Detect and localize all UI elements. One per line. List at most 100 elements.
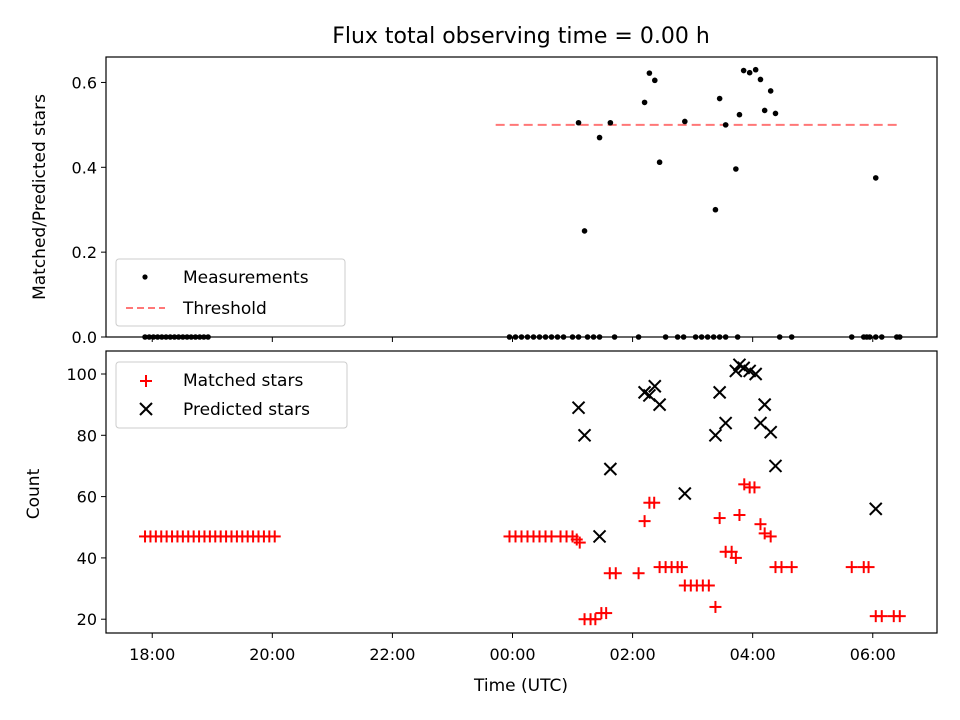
measurement-point xyxy=(651,77,658,84)
legend-matched-label: Matched stars xyxy=(183,371,303,391)
matched-star-marker xyxy=(748,481,761,494)
x-axis-label: Time (UTC) xyxy=(473,676,568,696)
top-panel: 0.0 0.2 0.4 0.6 xyxy=(72,56,938,347)
matched-star-marker xyxy=(600,607,613,620)
matched-star-marker xyxy=(702,579,715,592)
predicted-star-marker xyxy=(768,459,783,473)
predicted-star-marker xyxy=(763,425,778,439)
matched-star-marker xyxy=(845,561,858,574)
matched-star-marker xyxy=(709,600,722,613)
matched-star-marker xyxy=(648,496,661,509)
measurement-point xyxy=(872,175,879,181)
matched-star-marker xyxy=(875,610,888,623)
matched-star-marker xyxy=(268,530,281,543)
matched-star-marker xyxy=(775,561,788,574)
bottom-y-tick-label: 80 xyxy=(77,426,97,445)
legend-predicted-label: Predicted stars xyxy=(183,400,310,420)
measurement-point xyxy=(596,134,603,141)
measurement-point xyxy=(682,118,688,125)
bottom-plot-frame xyxy=(105,350,938,634)
measurement-point xyxy=(736,111,743,118)
predicted-star-marker xyxy=(648,379,662,393)
legend-measurements-label: Measurements xyxy=(183,268,309,288)
measurement-point xyxy=(646,70,653,76)
top-legend: Measurements Threshold xyxy=(115,258,346,327)
predicted-star-marker xyxy=(708,428,723,443)
matched-star-marker xyxy=(733,508,746,521)
top-plot-frame xyxy=(105,56,938,338)
predicted-star-marker xyxy=(603,462,618,476)
matched-star-marker xyxy=(675,561,688,574)
predicted-star-marker xyxy=(652,397,667,412)
top-y-tick-label: 0.4 xyxy=(72,158,97,177)
matched-star-marker xyxy=(638,515,651,528)
top-y-axis-label: Matched/Predicted stars xyxy=(30,94,50,300)
x-tick-label: 06:00 xyxy=(850,645,896,664)
x-tick-label: 04:00 xyxy=(730,645,776,664)
measurement-point xyxy=(752,66,759,73)
bottom-panel: 20 40 60 80 100 18:00 20:00 22:00 00:00 02:00 04:0… xyxy=(66,350,938,664)
bottom-y-tick-label: 60 xyxy=(77,488,97,507)
measurement-point xyxy=(772,110,779,117)
predicted-star-marker xyxy=(729,364,743,378)
bottom-legend: Matched stars Predicted stars xyxy=(115,361,348,429)
measurement-point xyxy=(746,69,753,76)
matched-star-marker xyxy=(764,530,777,543)
legend-matched-marker xyxy=(140,375,152,387)
matched-star-marker xyxy=(632,567,645,580)
measurement-point xyxy=(722,122,729,128)
bottom-y-tick-label: 100 xyxy=(66,365,97,384)
bottom-y-tick-label: 40 xyxy=(77,549,97,568)
measurement-point xyxy=(740,67,747,74)
matched-star-marker xyxy=(589,613,602,626)
top-legend-box xyxy=(115,258,346,327)
measurement-point xyxy=(581,228,588,234)
predicted-star-marker xyxy=(757,397,772,412)
predicted-star-marker xyxy=(577,428,592,443)
predicted-star-marker xyxy=(678,486,692,501)
measurement-point xyxy=(767,88,774,94)
bottom-y-tick-label: 20 xyxy=(77,610,97,629)
predicted-star-marker xyxy=(592,529,607,544)
predicted-star-marker xyxy=(748,367,763,381)
measurement-point xyxy=(575,119,582,126)
x-tick-label: 20:00 xyxy=(249,645,295,664)
legend-measurements-marker xyxy=(142,274,148,280)
matched-star-marker xyxy=(738,478,751,491)
measurement-point xyxy=(716,95,723,102)
predicted-star-marker xyxy=(571,400,586,415)
top-y-tick-label: 0.0 xyxy=(72,328,97,347)
x-tick-label: 18:00 xyxy=(129,645,175,664)
matched-star-marker xyxy=(862,561,875,574)
bottom-legend-box xyxy=(115,361,348,429)
bottom-y-axis-label: Count xyxy=(24,468,44,519)
measurement-point xyxy=(656,159,663,166)
x-tick-label: 22:00 xyxy=(369,645,415,664)
matched-star-marker xyxy=(729,551,742,564)
legend-threshold-label: Threshold xyxy=(182,299,267,319)
matched-star-marker xyxy=(609,567,622,580)
measurement-point xyxy=(607,119,614,126)
predicted-star-marker xyxy=(718,416,733,430)
measurement-point xyxy=(641,99,648,106)
legend-predicted-marker xyxy=(139,402,153,416)
matched-star-marker xyxy=(573,536,586,549)
matched-star-marker xyxy=(785,561,798,574)
chart-title: Flux total observing time = 0.00 h xyxy=(332,24,710,49)
x-tick-label: 02:00 xyxy=(610,645,656,664)
top-y-tick-label: 0.6 xyxy=(72,73,97,92)
predicted-star-marker xyxy=(869,502,883,516)
measurement-point xyxy=(761,107,768,114)
measurement-point xyxy=(733,166,739,172)
measurement-point xyxy=(712,206,719,213)
matched-star-marker xyxy=(725,545,738,558)
measurement-point xyxy=(757,76,764,83)
top-y-tick-label: 0.2 xyxy=(72,243,97,262)
matched-star-marker xyxy=(713,512,726,525)
matched-star-marker xyxy=(758,527,771,540)
x-tick-label: 00:00 xyxy=(489,645,535,664)
matched-star-marker xyxy=(893,610,906,623)
matched-star-marker xyxy=(754,518,767,531)
